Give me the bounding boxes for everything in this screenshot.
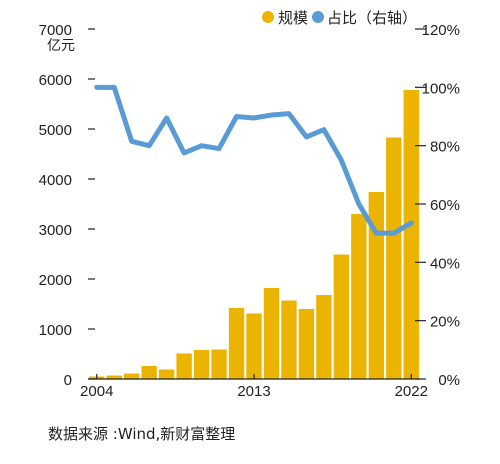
x-tick-label: 2013 [237,383,270,400]
legend-label-share: 占比（右轴） [327,9,417,27]
left-tick-label: 3000 [39,222,72,239]
left-tick-label: 0 [64,372,72,389]
share-point-2019 [358,203,360,205]
share-point-2021 [393,232,395,234]
share-point-2022 [410,222,412,224]
share-point-2015 [288,113,290,115]
right-tick-label: 0% [438,372,460,389]
bar-2005 [106,375,122,379]
share-point-2020 [375,232,377,234]
right-tick-label: 120% [422,22,460,39]
bar-2013 [246,313,262,379]
left-tick-label: 4000 [39,172,72,189]
line-series-share [94,84,414,236]
x-tick-label: 2004 [80,383,113,400]
right-tick-label: 60% [430,197,460,214]
bar-2010 [193,350,210,379]
legend: 规模 占比（右轴） [262,9,417,27]
bar-series-scale [89,90,419,379]
share-point-2017 [323,129,325,131]
bar-2011 [211,349,227,379]
share-point-2005 [113,86,115,88]
bar-2022 [403,90,419,379]
bar-2008 [158,369,175,379]
share-point-2004 [96,86,98,88]
right-tick-label: 80% [430,139,460,156]
left-tick-label: 2000 [39,272,72,289]
share-point-2018 [340,159,342,161]
right-tick-label: 20% [430,314,460,331]
bar-2006 [124,373,140,379]
right-axis: 0% 20% 40% 60% 80% 100% 120% [415,22,460,389]
x-tick-label: 2022 [395,383,428,400]
bar-2017 [316,295,332,379]
bar-2012 [228,308,245,379]
left-tick-label: 1000 [39,322,72,339]
share-point-2012 [236,116,238,117]
share-point-2016 [305,136,307,138]
bar-2015 [281,300,297,379]
share-line [94,84,414,236]
share-point-2013 [253,117,255,119]
share-point-2010 [201,145,203,147]
share-point-2014 [270,114,272,116]
bar-2020 [368,192,385,379]
share-point-2008 [166,117,168,119]
legend-swatch-scale [262,11,274,23]
bar-2014 [263,288,280,379]
left-axis-unit: 亿元 [47,38,75,54]
bar-2007 [141,366,157,379]
share-point-2007 [148,145,150,147]
legend-swatch-share [312,11,324,23]
bar-2018 [333,254,350,379]
legend-label-scale: 规模 [278,9,308,27]
bar-2021 [386,137,402,379]
right-tick-label: 40% [430,255,460,272]
x-axis: 2004 2013 2022 [80,374,428,400]
left-axis: 0 1000 2000 3000 4000 5000 6000 7000 [39,22,95,389]
bar-2019 [351,214,367,379]
right-tick-label: 100% [422,80,460,97]
share-point-2006 [131,140,133,142]
bar-2016 [298,309,315,379]
source-note: 数据来源 :Wind,新财富整理 [48,425,236,443]
left-tick-label: 6000 [39,72,72,89]
share-point-2011 [218,148,220,150]
left-tick-label: 7000 [39,22,72,39]
share-point-2009 [183,152,185,154]
left-tick-label: 5000 [39,122,72,139]
bar-2009 [176,353,192,379]
